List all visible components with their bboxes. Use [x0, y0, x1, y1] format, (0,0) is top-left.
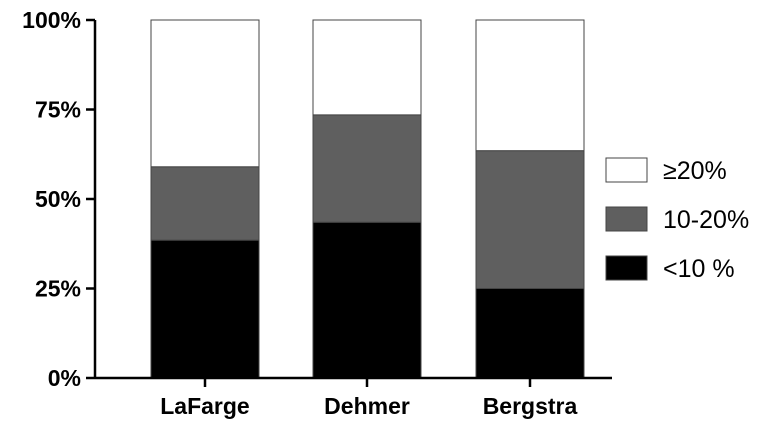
- legend-swatch-0: [605, 157, 648, 183]
- x-tick-label-dehmer: Dehmer: [324, 393, 410, 419]
- x-tick-label-bergstra: Bergstra: [483, 393, 578, 419]
- legend-label-1: 10-20%: [663, 206, 749, 234]
- legend: ≥20% 10-20% <10 %: [605, 157, 749, 283]
- bar-segment-bergstra-1: [475, 150, 585, 289]
- legend-label-0: ≥20%: [663, 157, 727, 185]
- bars-layer: [150, 19, 585, 379]
- bar-segment-dehmer-2: [312, 19, 422, 116]
- legend-swatch-1: [605, 206, 648, 232]
- bar-segment-lafarge-0: [150, 239, 260, 379]
- bar-segment-bergstra-2: [475, 19, 585, 152]
- legend-label-2: <10 %: [663, 255, 735, 283]
- axes-layer: 0% 25% 50% 75% 100% LaFarge Dehmer Bergstra: [22, 7, 612, 419]
- bar-segment-dehmer-1: [312, 114, 422, 223]
- y-tick-label: 50%: [35, 186, 81, 212]
- legend-swatch-2: [605, 255, 648, 281]
- y-tick-label: 100%: [22, 7, 81, 33]
- bar-segment-lafarge-2: [150, 19, 260, 168]
- bar-segment-dehmer-0: [312, 221, 422, 379]
- bar-segment-bergstra-0: [475, 288, 585, 379]
- y-tick-label: 75%: [35, 97, 81, 123]
- x-tick-label-lafarge: LaFarge: [160, 393, 249, 419]
- y-tick-label: 25%: [35, 276, 81, 302]
- y-tick-label: 0%: [48, 365, 81, 391]
- bar-segment-lafarge-1: [150, 166, 260, 241]
